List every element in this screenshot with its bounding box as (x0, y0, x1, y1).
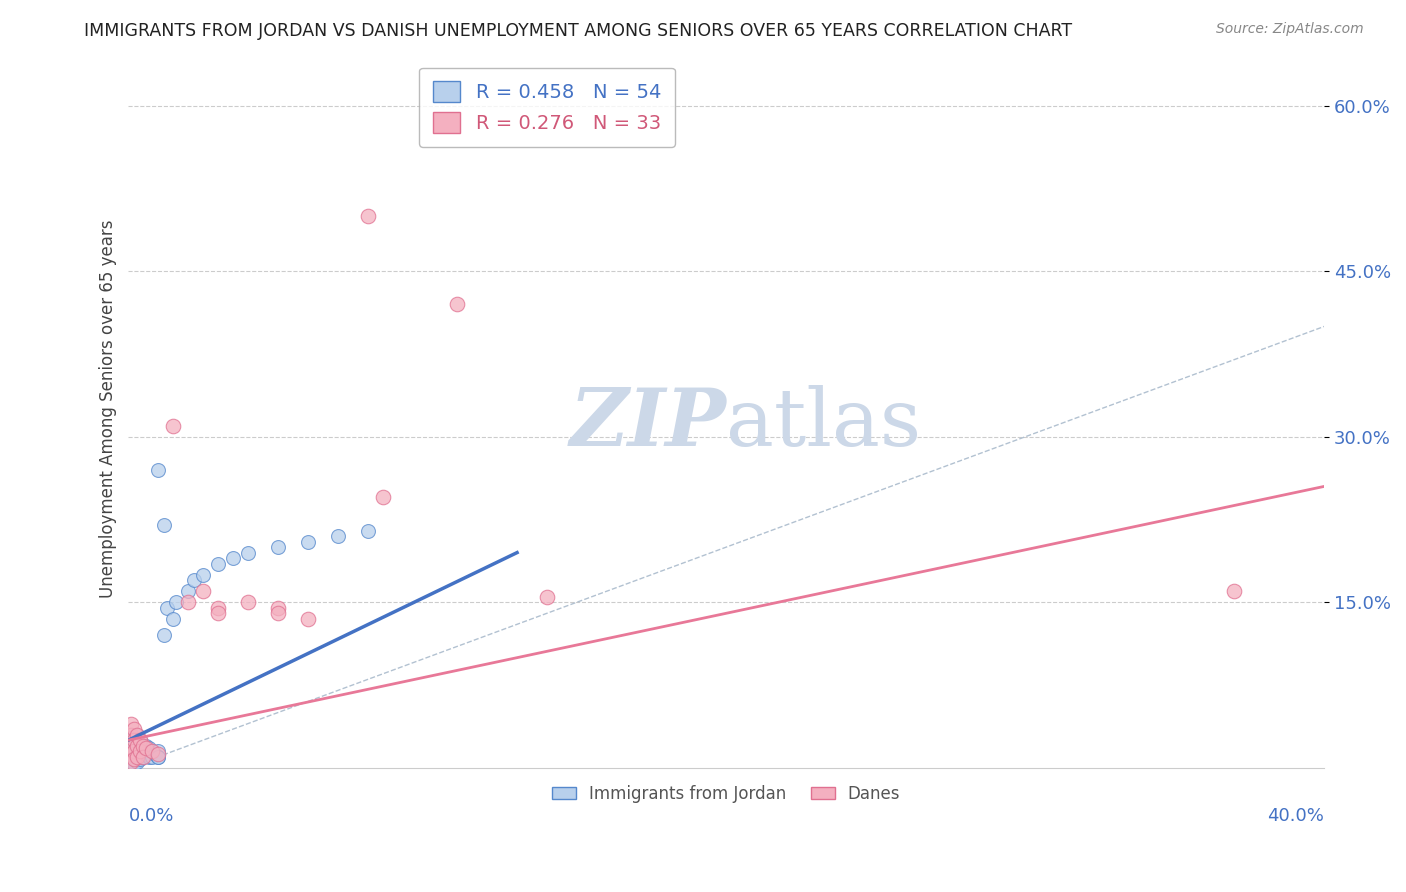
Point (183, 573, 205, 587)
Point (165, 595, 187, 609)
Point (129, 752, 152, 766)
Point (120, 728, 142, 742)
Text: Source: ZipAtlas.com: Source: ZipAtlas.com (1216, 22, 1364, 37)
Point (148, 749, 170, 764)
Point (120, 716, 142, 731)
Point (135, 739, 157, 753)
Point (120, 744, 142, 758)
Point (236, 546, 259, 560)
Point (162, 612, 184, 626)
Point (124, 744, 146, 758)
Point (127, 739, 149, 753)
Point (148, 749, 170, 764)
Point (132, 744, 155, 758)
Point (124, 733, 146, 747)
Point (193, 584, 215, 599)
Text: ZIP: ZIP (569, 384, 727, 462)
Text: 0.0%: 0.0% (128, 807, 174, 825)
Text: 40.0%: 40.0% (1267, 807, 1324, 825)
Point (120, 754, 142, 768)
Point (120, 756, 142, 771)
Point (120, 739, 142, 753)
Point (124, 747, 146, 762)
Point (141, 744, 163, 758)
Point (138, 749, 160, 764)
Point (132, 749, 155, 764)
Point (120, 755, 142, 769)
Point (124, 752, 146, 766)
Point (129, 733, 152, 747)
Point (124, 739, 146, 753)
Point (129, 740, 152, 755)
Point (124, 757, 146, 772)
Point (124, 755, 146, 769)
Point (132, 739, 155, 753)
Point (129, 733, 152, 747)
Point (124, 722, 146, 736)
Point (153, 518, 176, 533)
Point (162, 418, 184, 433)
Point (120, 747, 142, 762)
Point (297, 612, 319, 626)
Point (207, 557, 229, 571)
Point (207, 607, 229, 621)
Point (267, 540, 290, 554)
Point (135, 740, 157, 755)
Point (127, 728, 149, 742)
Y-axis label: Unemployment Among Seniors over 65 years: Unemployment Among Seniors over 65 years (100, 220, 117, 599)
Point (148, 744, 170, 758)
Point (236, 595, 259, 609)
Point (177, 584, 200, 599)
Point (124, 733, 146, 747)
Point (141, 744, 163, 758)
Point (356, 524, 378, 538)
Legend: Immigrants from Jordan, Danes: Immigrants from Jordan, Danes (546, 778, 907, 810)
Point (127, 755, 149, 769)
Point (129, 747, 152, 762)
Point (193, 567, 215, 582)
Point (138, 740, 160, 755)
Point (536, 590, 558, 604)
Point (356, 209, 378, 223)
Text: IMMIGRANTS FROM JORDAN VS DANISH UNEMPLOYMENT AMONG SENIORS OVER 65 YEARS CORREL: IMMIGRANTS FROM JORDAN VS DANISH UNEMPLO… (84, 22, 1073, 40)
Point (145, 747, 167, 762)
Point (127, 749, 149, 764)
Point (132, 739, 155, 753)
Point (371, 491, 394, 505)
Point (127, 749, 149, 764)
Point (129, 744, 152, 758)
Point (120, 758, 142, 772)
Point (124, 752, 146, 766)
Point (156, 600, 179, 615)
Point (135, 747, 157, 762)
Point (120, 749, 142, 764)
Point (127, 728, 149, 742)
Point (1223, 584, 1246, 599)
Point (148, 463, 170, 477)
Point (153, 628, 176, 642)
Point (132, 749, 155, 764)
Point (177, 595, 200, 609)
Point (148, 747, 170, 762)
Point (124, 744, 146, 758)
Point (222, 551, 245, 566)
Point (141, 749, 163, 764)
Point (120, 739, 142, 753)
Point (127, 739, 149, 753)
Point (120, 747, 142, 762)
Point (297, 534, 319, 549)
Point (207, 600, 229, 615)
Point (127, 744, 149, 758)
Point (326, 529, 349, 543)
Point (120, 752, 142, 766)
Point (267, 607, 290, 621)
Point (446, 297, 468, 311)
Point (120, 733, 142, 747)
Text: atlas: atlas (727, 384, 921, 463)
Point (267, 600, 290, 615)
